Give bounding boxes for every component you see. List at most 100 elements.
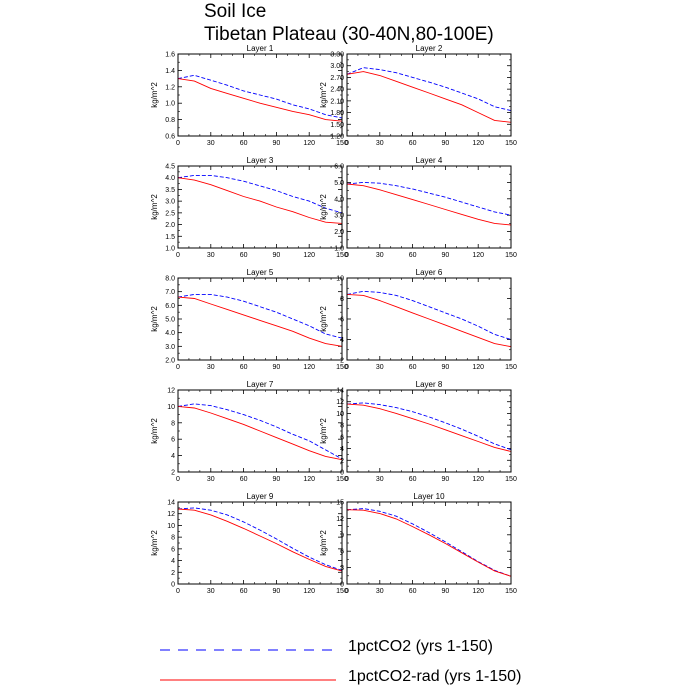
series-1pctco2-rad-line bbox=[177, 177, 343, 224]
y-tick-label: 4.5 bbox=[165, 164, 175, 171]
y-tick-label: 3.5 bbox=[165, 187, 175, 194]
plot-frame bbox=[177, 277, 343, 361]
x-tick-label: 150 bbox=[336, 140, 348, 147]
y-tick-label: 3.30 bbox=[330, 52, 344, 59]
y-tick-label: 6 bbox=[171, 437, 175, 444]
panel-title: Layer 4 bbox=[416, 156, 443, 165]
y-tick-label: 1.0 bbox=[165, 101, 175, 108]
y-tick-label: 4.0 bbox=[165, 175, 175, 182]
x-tick-label: 150 bbox=[336, 476, 348, 483]
series-1pctco2-line bbox=[346, 290, 512, 340]
x-tick-label: 60 bbox=[409, 476, 417, 483]
x-tick-label: 90 bbox=[442, 140, 450, 147]
x-tick-label: 120 bbox=[472, 364, 484, 371]
panel-title: Layer 7 bbox=[247, 380, 274, 389]
y-tick-label: 7.0 bbox=[165, 289, 175, 296]
y-tick-label: 2.0 bbox=[165, 358, 175, 365]
y-tick-label: 3.00 bbox=[330, 63, 344, 70]
y-tick-label: 5.0 bbox=[165, 317, 175, 324]
x-tick-label: 150 bbox=[505, 476, 517, 483]
series-1pctco2-line bbox=[177, 174, 343, 214]
series-1pctco2-rad-line bbox=[346, 183, 512, 226]
x-tick-label: 120 bbox=[303, 588, 315, 595]
y-axis-label: kg/m^2 bbox=[150, 530, 159, 556]
x-tick-label: 90 bbox=[273, 364, 281, 371]
y-tick-label: 4.0 bbox=[165, 330, 175, 337]
series-1pctco2-rad-line bbox=[346, 293, 512, 348]
y-tick-label: 0 bbox=[340, 582, 344, 589]
y-tick-label: 5.0 bbox=[334, 180, 344, 187]
y-tick-label: 3.0 bbox=[165, 344, 175, 351]
y-tick-label: 0 bbox=[340, 470, 344, 477]
x-tick-label: 120 bbox=[472, 140, 484, 147]
y-tick-label: 2.10 bbox=[330, 98, 344, 105]
y-axis-label: kg/m^2 bbox=[150, 306, 159, 332]
series-1pctco2-line bbox=[177, 507, 343, 571]
panel-title: Layer 9 bbox=[247, 492, 274, 501]
x-tick-label: 30 bbox=[207, 140, 215, 147]
y-tick-label: 6.0 bbox=[165, 303, 175, 310]
x-tick-label: 150 bbox=[336, 252, 348, 259]
y-tick-label: 8 bbox=[340, 423, 344, 430]
y-axis-label: kg/m^2 bbox=[319, 530, 328, 556]
panel-layer-2: Layer 2kg/m^20 30 60 90 120 1501.201.501.802.… bbox=[319, 44, 517, 147]
x-tick-label: 120 bbox=[472, 476, 484, 483]
y-tick-label: 14 bbox=[167, 500, 175, 507]
panel-layer-5: Layer 5kg/m^20 30 60 90 120 1502.03.04.05.06.… bbox=[150, 268, 348, 371]
y-tick-label: 0.8 bbox=[165, 117, 175, 124]
y-tick-label: 6 bbox=[171, 546, 175, 553]
series-1pctco2-line bbox=[346, 402, 512, 451]
y-tick-label: 1.50 bbox=[330, 122, 344, 129]
y-tick-label: 8 bbox=[340, 296, 344, 303]
figure-title: Soil Ice bbox=[204, 1, 267, 22]
y-tick-label: 2.5 bbox=[165, 210, 175, 217]
y-tick-label: 10 bbox=[167, 404, 175, 411]
y-tick-label: 1.80 bbox=[330, 110, 344, 117]
x-tick-label: 30 bbox=[376, 140, 384, 147]
y-tick-label: 2.40 bbox=[330, 87, 344, 94]
y-tick-label: 10 bbox=[336, 276, 344, 283]
y-tick-label: 6.0 bbox=[334, 164, 344, 171]
x-tick-label: 60 bbox=[409, 140, 417, 147]
series-1pctco2-rad-line bbox=[177, 405, 343, 461]
panel-title: Layer 8 bbox=[416, 380, 443, 389]
y-tick-label: 14 bbox=[336, 388, 344, 395]
series-1pctco2-line bbox=[346, 508, 512, 577]
series-1pctco2-line bbox=[177, 74, 343, 119]
y-tick-label: 12 bbox=[167, 388, 175, 395]
y-tick-label: 12 bbox=[336, 516, 344, 523]
y-tick-label: 0 bbox=[171, 582, 175, 589]
x-tick-label: 120 bbox=[303, 476, 315, 483]
x-tick-label: 30 bbox=[376, 364, 384, 371]
y-tick-label: 2.0 bbox=[334, 229, 344, 236]
x-tick-label: 30 bbox=[207, 252, 215, 259]
y-tick-label: 3.0 bbox=[334, 213, 344, 220]
y-tick-label: 4 bbox=[340, 446, 344, 453]
x-tick-label: 0 bbox=[345, 252, 349, 259]
plot-frame bbox=[346, 277, 512, 361]
y-axis-label: kg/m^2 bbox=[319, 418, 328, 444]
x-tick-label: 0 bbox=[345, 476, 349, 483]
y-tick-label: 12 bbox=[167, 511, 175, 518]
y-tick-label: 10 bbox=[167, 523, 175, 530]
x-tick-label: 60 bbox=[240, 476, 248, 483]
series-1pctco2-rad-line bbox=[346, 403, 512, 452]
y-tick-label: 4 bbox=[171, 453, 175, 460]
y-tick-label: 6 bbox=[340, 317, 344, 324]
y-tick-label: 1.4 bbox=[165, 68, 175, 75]
y-tick-label: 1.20 bbox=[330, 134, 344, 141]
y-tick-label: 3.0 bbox=[165, 199, 175, 206]
x-tick-label: 60 bbox=[409, 588, 417, 595]
series-1pctco2-rad-line bbox=[177, 78, 343, 122]
x-tick-label: 30 bbox=[376, 252, 384, 259]
x-tick-label: 0 bbox=[176, 588, 180, 595]
y-tick-label: 9 bbox=[340, 532, 344, 539]
x-tick-label: 120 bbox=[303, 252, 315, 259]
x-tick-label: 150 bbox=[505, 364, 517, 371]
y-axis-label: kg/m^2 bbox=[150, 194, 159, 220]
y-tick-label: 1.2 bbox=[165, 84, 175, 91]
